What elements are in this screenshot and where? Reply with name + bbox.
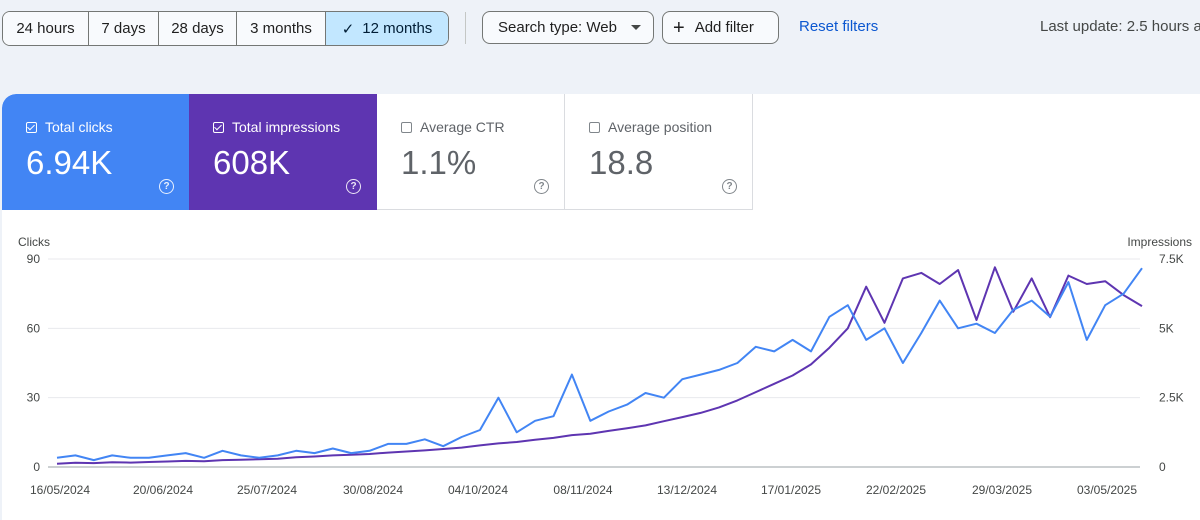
- metric-total-impressions[interactable]: Total impressions 608K ?: [189, 94, 377, 210]
- y-left-tick-label: 30: [27, 391, 41, 405]
- add-filter-button[interactable]: + Add filter: [662, 11, 779, 44]
- last-update-text: Last update: 2.5 hours ago: [1040, 18, 1200, 35]
- metric-average-ctr[interactable]: Average CTR 1.1% ?: [377, 94, 565, 210]
- help-icon[interactable]: ?: [346, 179, 361, 194]
- performance-chart[interactable]: Clicks Impressions 90 60 30 0 7.5K 5K 2.5K 0 1…: [2, 94, 1200, 520]
- metric-label: Total clicks: [45, 119, 113, 135]
- x-tick-label: 20/06/2024: [133, 483, 193, 497]
- y-right-tick-label: 0: [1159, 460, 1166, 474]
- checkbox-unchecked-icon[interactable]: [589, 121, 600, 133]
- y-left-tick-label: 60: [27, 321, 41, 335]
- y-left-tick-label: 0: [33, 460, 40, 474]
- checkbox-unchecked-icon[interactable]: [401, 121, 412, 133]
- x-tick-label: 17/01/2025: [761, 483, 821, 497]
- metric-label: Average position: [608, 119, 713, 135]
- y-right-axis-label: Impressions: [1127, 235, 1192, 249]
- range-3-months[interactable]: 3 months: [237, 12, 326, 45]
- x-tick-label: 25/07/2024: [237, 483, 297, 497]
- metric-value: 6.94K: [26, 144, 113, 181]
- y-left-axis-label: Clicks: [18, 235, 50, 249]
- plus-icon: +: [673, 16, 685, 39]
- metric-label: Total impressions: [232, 119, 341, 135]
- checkbox-checked-icon[interactable]: [26, 121, 37, 133]
- range-7-days[interactable]: 7 days: [89, 12, 159, 45]
- range-12-months[interactable]: ✓ 12 months: [326, 12, 448, 45]
- reset-filters-link[interactable]: Reset filters: [799, 18, 879, 35]
- performance-card: Total clicks 6.94K ? Total impressions 6…: [2, 94, 1200, 520]
- x-tick-label: 13/12/2024: [657, 483, 717, 497]
- metric-average-position[interactable]: Average position 18.8 ?: [565, 94, 753, 210]
- x-tick-label: 16/05/2024: [30, 483, 90, 497]
- metric-value: 18.8: [589, 144, 654, 181]
- y-left-tick-label: 90: [27, 252, 41, 266]
- series-line-impressions: [56, 266, 1143, 465]
- y-right-tick-label: 2.5K: [1159, 391, 1184, 405]
- help-icon[interactable]: ?: [722, 179, 737, 194]
- help-icon[interactable]: ?: [534, 179, 549, 194]
- caret-down-icon: [631, 25, 641, 30]
- help-icon[interactable]: ?: [159, 179, 174, 194]
- y-right-tick-label: 5K: [1159, 321, 1174, 335]
- metric-value: 1.1%: [401, 144, 477, 181]
- range-28-days[interactable]: 28 days: [159, 12, 237, 45]
- range-24-hours[interactable]: 24 hours: [3, 12, 89, 45]
- x-tick-label: 08/11/2024: [553, 483, 612, 497]
- metric-total-clicks[interactable]: Total clicks 6.94K ?: [2, 94, 189, 210]
- series-line-clicks: [56, 267, 1143, 462]
- metric-label: Average CTR: [420, 119, 505, 135]
- date-range-selector: 24 hours 7 days 28 days 3 months ✓ 12 mo…: [2, 11, 449, 46]
- x-tick-label: 29/03/2025: [972, 483, 1032, 497]
- checkbox-checked-icon[interactable]: [213, 121, 224, 133]
- metric-value: 608K: [213, 144, 291, 181]
- x-tick-label: 22/02/2025: [866, 483, 926, 497]
- x-tick-label: 30/08/2024: [343, 483, 403, 497]
- x-tick-label: 03/05/2025: [1077, 483, 1137, 497]
- check-icon: ✓: [341, 20, 355, 38]
- x-tick-label: 04/10/2024: [448, 483, 508, 497]
- search-type-dropdown[interactable]: Search type: Web: [482, 11, 654, 44]
- toolbar-divider: [465, 12, 466, 44]
- y-right-tick-label: 7.5K: [1159, 252, 1184, 266]
